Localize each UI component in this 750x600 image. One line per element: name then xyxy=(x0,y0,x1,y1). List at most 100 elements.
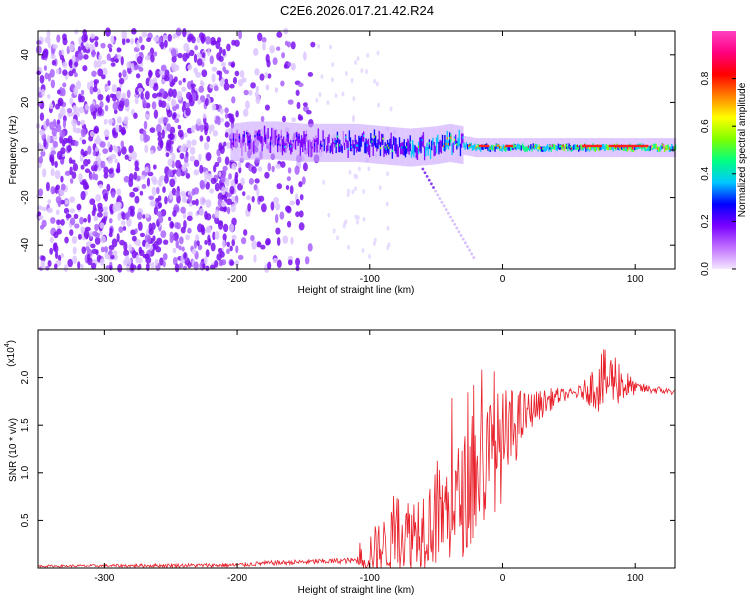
spectrogram-noise-cell xyxy=(72,105,77,111)
spectrogram-ridge-peak xyxy=(231,142,234,145)
spectrogram-ridge-cell xyxy=(451,143,453,156)
spectrogram-ridge-peak xyxy=(354,139,357,143)
spectrogram-noise-cell xyxy=(62,61,68,68)
spectrogram-y-tick-label: -20 xyxy=(20,190,31,205)
spectrogram-ridge-cell xyxy=(482,144,484,151)
spectrogram-noise-cell xyxy=(83,218,88,223)
spectrogram-noise-cell xyxy=(138,246,143,254)
spectrogram-noise-cell xyxy=(355,219,359,225)
spectrogram-ridge-cell xyxy=(610,145,612,151)
spectrogram-ridge-haze xyxy=(325,123,328,162)
spectrogram-noise-cell xyxy=(50,150,57,155)
spectrogram-noise-cell xyxy=(276,183,283,190)
spectrogram-ridge-peak xyxy=(661,144,664,147)
spectrogram-ridge-haze xyxy=(288,122,291,161)
spectrogram-noise-cell xyxy=(128,145,134,154)
spectrogram-ridge-peak xyxy=(321,144,323,147)
snr-y-scale-factor: (x104) xyxy=(4,340,17,367)
spectrogram-noise-cell xyxy=(193,169,200,176)
spectrogram-noise-cell xyxy=(54,160,58,168)
spectrogram-noise-cell xyxy=(151,101,157,110)
spectrogram-ridge-peak xyxy=(453,138,456,141)
spectrogram-ridge-peak xyxy=(586,146,588,150)
spectrogram-ridge-peak xyxy=(503,146,506,149)
spectrogram-noise-cell xyxy=(327,212,331,218)
spectrogram-ridge-cell xyxy=(605,144,607,150)
spectrogram-ridge-peak xyxy=(551,144,554,147)
spectrogram-noise-cell xyxy=(199,196,206,206)
snr-background xyxy=(38,330,675,568)
spectrogram-ridge-cell xyxy=(666,144,668,151)
spectrogram-streak-cell xyxy=(432,186,435,189)
spectrogram-ridge-cell xyxy=(434,145,437,156)
spectrogram-ridge-cell xyxy=(377,139,379,149)
spectrogram-noise-cell xyxy=(191,200,197,205)
spectrogram-noise-cell xyxy=(84,103,89,111)
spectrogram-ridge-cell xyxy=(529,145,531,152)
spectrogram-noise-cell xyxy=(140,44,145,51)
spectrogram-noise-cell xyxy=(178,80,183,86)
spectrogram-noise-cell xyxy=(43,138,47,148)
spectrogram-ridge-cell xyxy=(271,127,273,140)
spectrogram-noise-cell xyxy=(67,145,72,153)
spectrogram-noise-cell xyxy=(97,68,104,77)
spectrogram-noise-cell xyxy=(38,215,44,220)
snr-y-tick-label: 1.5 xyxy=(20,418,31,432)
spectrogram-y-tick-label: -40 xyxy=(20,238,31,253)
spectrogram-noise-cell xyxy=(133,112,138,119)
spectrogram-noise-cell xyxy=(118,77,125,85)
spectrogram-noise-cell xyxy=(196,52,202,59)
spectrogram-noise-cell xyxy=(274,87,279,93)
spectrogram-noise-cell xyxy=(302,162,308,172)
spectrogram-noise-cell xyxy=(227,113,233,119)
spectrogram-noise-cell xyxy=(60,253,64,259)
spectrogram-noise-cell xyxy=(341,91,345,97)
spectrogram-ridge-cell xyxy=(554,144,556,150)
spectrogram-ridge-peak xyxy=(254,135,256,138)
spectrogram-ridge-peak xyxy=(311,146,314,149)
spectrogram-noise-cell xyxy=(103,246,109,253)
spectrogram-noise-cell xyxy=(169,81,175,88)
spectrogram-noise-cell xyxy=(45,181,50,192)
spectrogram-noise-cell xyxy=(106,53,111,61)
spectrogram-ridge-cell xyxy=(293,137,296,149)
spectrogram-noise-cell xyxy=(172,111,177,119)
colorbar-tick-label: 0.8 xyxy=(700,71,711,85)
spectrogram-ridge-cell xyxy=(665,145,667,151)
spectrogram-noise-cell xyxy=(68,43,75,52)
spectrogram-ridge-peak xyxy=(351,145,353,149)
spectrogram-ridge-cell xyxy=(655,143,658,149)
spectrogram-ridge-cell xyxy=(413,144,415,158)
spectrogram-noise-cell xyxy=(251,166,257,174)
spectrogram-ridge-cell xyxy=(239,136,242,148)
spectrogram-noise-cell xyxy=(200,224,205,233)
snr-y-scale-close: ) xyxy=(6,340,17,343)
spectrogram-noise-cell xyxy=(264,171,270,179)
spectrogram-noise-cell xyxy=(176,222,181,230)
spectrogram-noise-cell xyxy=(55,209,60,216)
spectrogram-ridge-peak xyxy=(355,144,358,147)
spectrogram-ridge-peak xyxy=(336,135,339,138)
spectrogram-noise-cell xyxy=(180,190,186,197)
spectrogram-noise-cell xyxy=(41,206,47,212)
spectrogram-noise-cell xyxy=(234,39,240,47)
spectrogram-noise-cell xyxy=(215,115,220,121)
spectrogram-noise-cell xyxy=(254,68,260,76)
spectrogram-noise-cell xyxy=(138,67,144,72)
spectrogram-ridge-haze xyxy=(450,123,452,163)
spectrogram-streak-cell xyxy=(463,241,467,245)
spectrogram-ridge-cell xyxy=(548,146,550,152)
spectrogram-noise-cell xyxy=(130,62,135,72)
spectrogram-y-tick-label: 40 xyxy=(20,49,31,61)
spectrogram-ridge-peak xyxy=(315,139,317,142)
spectrogram-noise-cell xyxy=(222,239,226,249)
spectrogram-noise-cell xyxy=(38,188,44,197)
spectrogram-noise-cell xyxy=(141,183,147,190)
spectrogram-noise-cell xyxy=(52,242,57,252)
spectrogram-noise-cell xyxy=(89,130,95,138)
spectrogram-noise-cell xyxy=(164,69,170,78)
spectrogram-noise-cell xyxy=(224,132,229,138)
spectrogram-noise-cell xyxy=(273,196,280,204)
spectrogram-noise-cell xyxy=(210,242,216,252)
spectrogram-noise-cell xyxy=(107,43,113,49)
